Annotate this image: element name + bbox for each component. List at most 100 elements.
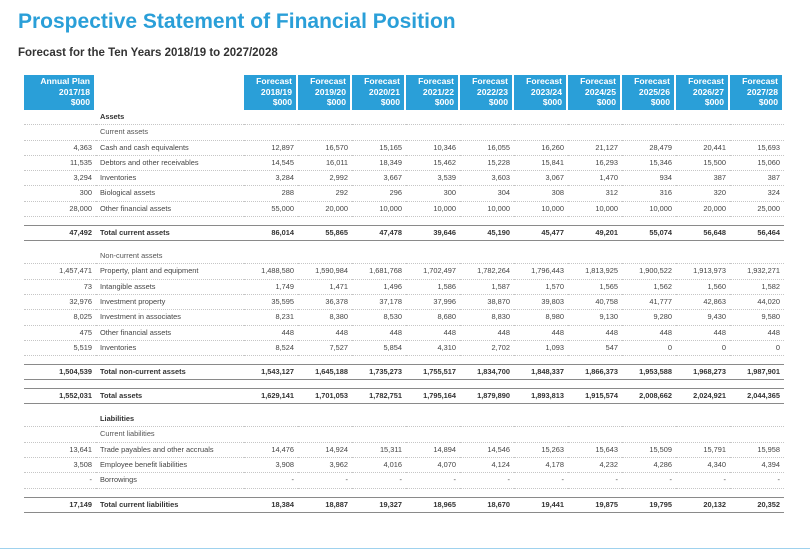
column-header-forecast: Forecast 2024/25 $000 — [568, 75, 622, 110]
forecast-cell: 15,791 — [676, 443, 730, 459]
forecast-cell: - — [676, 473, 730, 489]
column-header-forecast-line: Forecast — [634, 76, 670, 86]
forecast-cell: 45,190 — [460, 225, 514, 242]
table-row: 73 Intangible assets 1,749 1,471 1,496 1,586 1… — [24, 280, 784, 295]
forecast-cell — [244, 404, 298, 412]
forecast-cell: 18,887 — [298, 496, 352, 513]
column-header-forecast-line: Forecast — [256, 76, 292, 86]
table-row: 32,976 Investment property 35,595 36,378 37,… — [24, 295, 784, 311]
total-row: 47,492 Total current assets 86,014 55,865 47… — [24, 225, 784, 242]
forecast-cell: 448 — [460, 326, 514, 341]
row-label: Total non-current assets — [96, 364, 244, 381]
column-header-forecast-line: Forecast — [742, 76, 778, 86]
forecast-cell: 1,915,574 — [568, 388, 622, 405]
column-header-forecast-line: 2022/23 — [476, 86, 508, 97]
forecast-cell: 1,565 — [568, 280, 622, 295]
forecast-cell — [730, 427, 784, 443]
row-label: Other financial assets — [96, 326, 244, 341]
forecast-cell: - — [730, 473, 784, 489]
forecast-cell — [244, 110, 298, 126]
column-header-forecast-line: 2018/19 — [260, 86, 292, 97]
forecast-cell: 1,913,973 — [676, 264, 730, 280]
forecast-cell: 1,470 — [568, 171, 622, 187]
annual-plan-cell — [24, 241, 96, 249]
forecast-cell: 49,201 — [568, 225, 622, 242]
forecast-cell: 15,841 — [514, 156, 568, 172]
forecast-cell: - — [568, 473, 622, 489]
forecast-cell — [514, 412, 568, 428]
forecast-cell: 3,067 — [514, 171, 568, 187]
forecast-cell: 1,968,273 — [676, 364, 730, 381]
forecast-cell — [730, 380, 784, 388]
forecast-cell: 14,545 — [244, 156, 298, 172]
annual-plan-cell: 32,976 — [24, 295, 96, 311]
forecast-cell: 4,310 — [406, 341, 460, 357]
forecast-cell: 1,900,522 — [622, 264, 676, 280]
forecast-cell — [352, 110, 406, 126]
forecast-cell: 16,293 — [568, 156, 622, 172]
forecast-cell: 86,014 — [244, 225, 298, 242]
row-label: Debtors and other receivables — [96, 156, 244, 172]
forecast-cell — [406, 356, 460, 364]
forecast-cell: 28,479 — [622, 141, 676, 156]
forecast-cell: 15,060 — [730, 156, 784, 172]
forecast-cell: 1,932,271 — [730, 264, 784, 280]
forecast-cell: 18,349 — [352, 156, 406, 172]
forecast-cell: 1,586 — [406, 280, 460, 295]
forecast-cell: 10,000 — [406, 202, 460, 218]
column-header-forecast-line: Forecast — [418, 76, 454, 86]
forecast-cell: - — [298, 473, 352, 489]
forecast-cell — [514, 356, 568, 364]
column-header-forecast-line: $000 — [704, 97, 724, 107]
forecast-cell: 547 — [568, 341, 622, 357]
forecast-cell: 1,848,337 — [514, 364, 568, 381]
annual-plan-cell: 3,294 — [24, 171, 96, 187]
forecast-cell — [298, 404, 352, 412]
spacer-row — [24, 404, 784, 412]
row-label — [96, 380, 244, 388]
column-header-forecast: Forecast 2026/27 $000 — [676, 75, 730, 110]
forecast-cell: 15,958 — [730, 443, 784, 459]
forecast-cell — [568, 356, 622, 364]
forecast-cell: 15,509 — [622, 443, 676, 459]
forecast-cell: 35,595 — [244, 295, 298, 311]
total-row: 1,504,539 Total non-current assets 1,543,1… — [24, 364, 784, 381]
annual-plan-cell — [24, 489, 96, 497]
forecast-cell: 47,478 — [352, 225, 406, 242]
forecast-cell — [352, 404, 406, 412]
forecast-cell: 19,441 — [514, 496, 568, 513]
forecast-cell — [568, 125, 622, 141]
forecast-cell — [406, 110, 460, 126]
forecast-cell: 7,527 — [298, 341, 352, 357]
forecast-cell: 16,011 — [298, 156, 352, 172]
column-header-forecast: Forecast 2020/21 $000 — [352, 75, 406, 110]
forecast-cell — [352, 380, 406, 388]
forecast-cell: 448 — [568, 326, 622, 341]
forecast-cell — [676, 110, 730, 126]
annual-plan-cell: 475 — [24, 326, 96, 341]
forecast-cell — [460, 249, 514, 265]
forecast-cell: 934 — [622, 171, 676, 187]
spacer-row — [24, 489, 784, 497]
forecast-cell: 15,228 — [460, 156, 514, 172]
forecast-cell: 55,000 — [244, 202, 298, 218]
row-label: Inventories — [96, 341, 244, 357]
forecast-cell: - — [460, 473, 514, 489]
forecast-cell — [514, 427, 568, 443]
forecast-cell — [568, 489, 622, 497]
annual-plan-cell: 3,508 — [24, 458, 96, 474]
column-header-forecast-line: $000 — [542, 97, 562, 107]
forecast-cell: 1,782,264 — [460, 264, 514, 280]
forecast-cell — [460, 380, 514, 388]
forecast-cell — [298, 217, 352, 225]
annual-plan-cell — [24, 380, 96, 388]
forecast-cell — [244, 217, 298, 225]
forecast-cell — [514, 125, 568, 141]
table-row: - Borrowings - - - - - - - - - - — [24, 473, 784, 489]
forecast-cell: 1,834,700 — [460, 364, 514, 381]
forecast-cell — [298, 356, 352, 364]
column-header-forecast-line: Forecast — [310, 76, 346, 86]
row-label: Employee benefit liabilities — [96, 458, 244, 474]
column-header-forecast-line: $000 — [758, 97, 778, 107]
table-row: 13,641 Trade payables and other accruals 1… — [24, 443, 784, 459]
